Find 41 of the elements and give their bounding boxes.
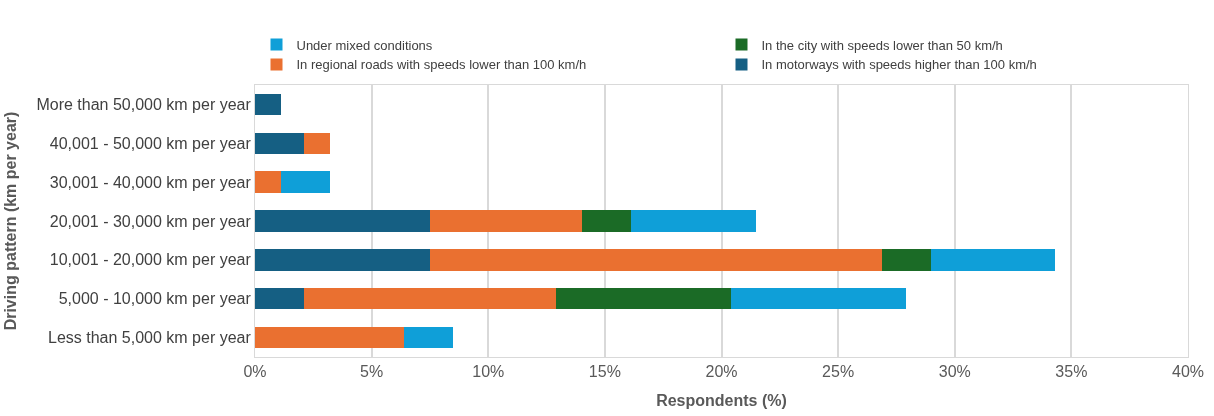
bar: [931, 249, 1056, 271]
bar: [255, 249, 430, 271]
x-tick-label: 10%: [472, 363, 505, 381]
bar: [429, 249, 883, 271]
x-tick-label: 30%: [938, 363, 971, 381]
bar: [404, 326, 454, 349]
legend-label: In regional roads with speeds lower than 100 km/h: [296, 57, 587, 73]
bar: [303, 288, 556, 310]
bar: [255, 210, 430, 232]
y-tick-label: 20,001 - 30,000 km per year: [49, 212, 252, 230]
y-tick-label: 5,000 - 10,000 km per year: [58, 290, 252, 308]
x-tick-label: 5%: [360, 363, 384, 381]
legend-label: Under mixed conditions: [296, 37, 433, 53]
y-tick-label: 40,001 - 50,000 km per year: [49, 134, 252, 152]
x-tick-label: 0%: [243, 363, 267, 381]
x-tick-label: 15%: [588, 363, 621, 381]
bar: [429, 210, 582, 232]
bar: [255, 171, 281, 193]
y-axis-title: Driving pattern (km per year): [2, 111, 20, 331]
x-tick-label: 40%: [1171, 363, 1205, 381]
legend-label: In the city with speeds lower than 50 km/h: [761, 37, 1003, 53]
bar: [555, 288, 731, 310]
x-tick-label: 20%: [705, 363, 738, 381]
legend-label: In motorways with speeds higher than 100 km/h: [761, 57, 1037, 73]
bar: [255, 326, 405, 349]
bar: [730, 288, 906, 310]
y-tick-label: 10,001 - 20,000 km per year: [49, 251, 252, 269]
bar: [630, 210, 757, 232]
x-tick-label: 25%: [822, 363, 855, 381]
bar: [255, 132, 304, 154]
bar: [255, 93, 281, 116]
x-axis-title: Respondents (%): [656, 391, 787, 409]
y-tick-label: Less than 5,000 km per year: [48, 329, 252, 347]
y-tick-label: More than 50,000 km per year: [36, 96, 252, 114]
bar: [882, 249, 932, 271]
bar: [280, 171, 330, 193]
bar: [303, 132, 330, 154]
x-tick-label: 35%: [1055, 363, 1088, 381]
bar: [581, 210, 631, 232]
y-tick-label: 30,001 - 40,000 km per year: [49, 173, 252, 191]
bar: [255, 288, 304, 310]
